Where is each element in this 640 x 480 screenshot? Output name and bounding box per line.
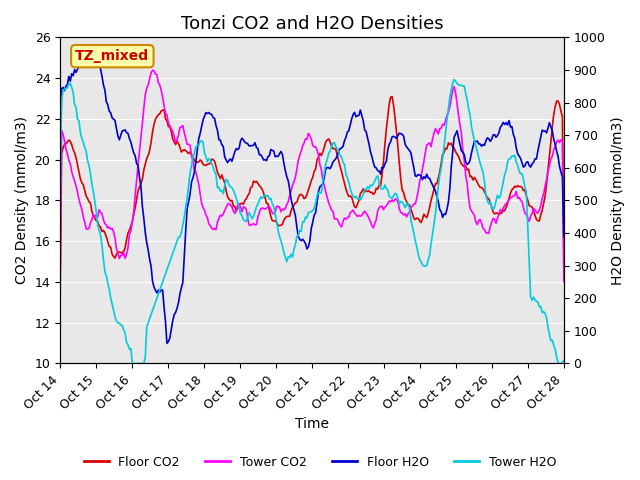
Floor H2O bbox=[541, 128, 549, 134]
Floor H2O bbox=[163, 340, 171, 346]
Line: Floor CO2: Floor CO2 bbox=[60, 96, 564, 294]
Floor CO2 bbox=[191, 157, 198, 163]
Floor CO2 bbox=[354, 201, 362, 207]
Tower CO2 bbox=[56, 273, 64, 278]
Floor CO2 bbox=[324, 136, 332, 142]
Tower CO2 bbox=[355, 213, 363, 218]
Tower CO2 bbox=[290, 179, 298, 185]
Tower H2O bbox=[355, 194, 363, 200]
Floor CO2 bbox=[289, 204, 296, 210]
Line: Floor H2O: Floor H2O bbox=[60, 45, 564, 343]
Tower CO2 bbox=[560, 278, 568, 284]
Title: Tonzi CO2 and H2O Densities: Tonzi CO2 and H2O Densities bbox=[180, 15, 444, 33]
Tower CO2 bbox=[326, 203, 334, 209]
Tower H2O bbox=[560, 358, 568, 363]
Floor H2O bbox=[91, 42, 99, 48]
Line: Tower H2O: Tower H2O bbox=[60, 80, 564, 363]
Floor CO2 bbox=[554, 98, 562, 104]
Floor CO2 bbox=[540, 201, 547, 206]
Floor H2O bbox=[556, 164, 563, 169]
Tower CO2 bbox=[148, 67, 156, 73]
X-axis label: Time: Time bbox=[295, 418, 329, 432]
Tower H2O bbox=[56, 188, 64, 193]
Floor CO2 bbox=[388, 94, 396, 99]
Floor H2O bbox=[328, 163, 335, 169]
Tower H2O bbox=[290, 246, 298, 252]
Floor H2O bbox=[356, 107, 364, 113]
Tower H2O bbox=[326, 148, 334, 154]
Floor CO2 bbox=[56, 291, 64, 297]
Tower H2O bbox=[130, 360, 138, 366]
Line: Tower CO2: Tower CO2 bbox=[60, 70, 564, 281]
Floor H2O bbox=[560, 234, 568, 240]
Floor CO2 bbox=[560, 265, 568, 271]
Floor H2O bbox=[193, 148, 201, 154]
Tower CO2 bbox=[192, 169, 200, 175]
Tower CO2 bbox=[554, 137, 562, 143]
Tower H2O bbox=[556, 360, 563, 366]
Text: TZ_mixed: TZ_mixed bbox=[76, 49, 149, 63]
Tower H2O bbox=[451, 77, 458, 83]
Legend: Floor CO2, Tower CO2, Floor H2O, Tower H2O: Floor CO2, Tower CO2, Floor H2O, Tower H… bbox=[79, 451, 561, 474]
Tower H2O bbox=[541, 311, 549, 316]
Floor H2O bbox=[56, 177, 64, 183]
Y-axis label: CO2 Density (mmol/m3): CO2 Density (mmol/m3) bbox=[15, 117, 29, 285]
Tower CO2 bbox=[540, 191, 547, 197]
Tower H2O bbox=[192, 144, 200, 150]
Y-axis label: H2O Density (mmol/m3): H2O Density (mmol/m3) bbox=[611, 116, 625, 285]
Floor H2O bbox=[292, 213, 300, 219]
